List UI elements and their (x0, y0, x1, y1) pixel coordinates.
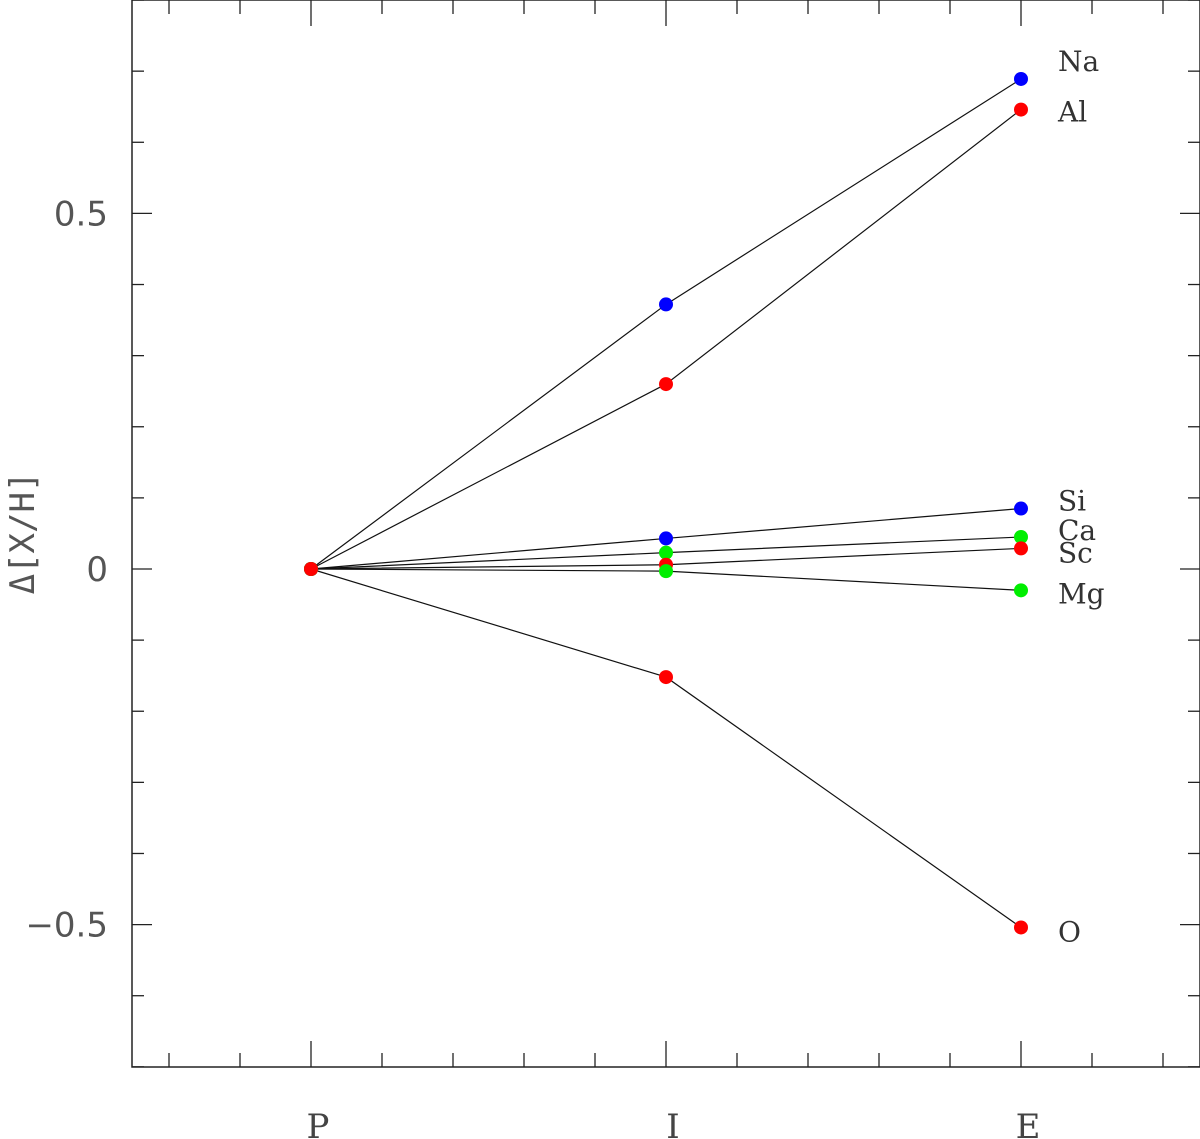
axis-ticks (132, 0, 1200, 1068)
series-lines (310, 78, 1022, 928)
data-point-si (1014, 501, 1028, 516)
series-line-na (310, 78, 1022, 570)
data-point-sc (1014, 541, 1028, 556)
y-tick-label: 0 (86, 550, 108, 590)
data-point-al (659, 377, 673, 392)
x-category-label: P (307, 1107, 330, 1139)
y-tick-labels: −0.5 0 0.5 (25, 194, 108, 945)
series-label-sc: Sc (1058, 536, 1093, 569)
data-point-na (1014, 71, 1028, 86)
data-point-mg (1014, 583, 1028, 598)
series-line-o (310, 568, 1022, 928)
data-point-o (1014, 920, 1028, 935)
data-point-ca (659, 545, 673, 560)
series-label-mg: Mg (1058, 577, 1105, 610)
data-point-o (304, 562, 318, 576)
series-label-ca: Ca (1058, 514, 1096, 547)
y-tick-label: −0.5 (25, 906, 108, 946)
data-point-al (1014, 102, 1028, 117)
series-label-si: Si (1058, 485, 1086, 518)
series-label-al: Al (1057, 96, 1087, 129)
data-point-ca (1014, 529, 1028, 544)
y-tick-label: 0.5 (54, 194, 108, 234)
series-line-al (310, 109, 1022, 570)
x-category-label: E (1016, 1107, 1041, 1139)
data-point-o (659, 670, 673, 685)
series-label-na: Na (1058, 45, 1099, 78)
data-point-mg (659, 564, 673, 579)
series-points (304, 71, 1028, 935)
y-axis-title: Δ[X/H] (3, 472, 43, 595)
data-point-na (659, 297, 673, 312)
series-label-o: O (1058, 915, 1081, 948)
data-point-si (659, 531, 673, 546)
x-category-label: I (666, 1107, 679, 1139)
